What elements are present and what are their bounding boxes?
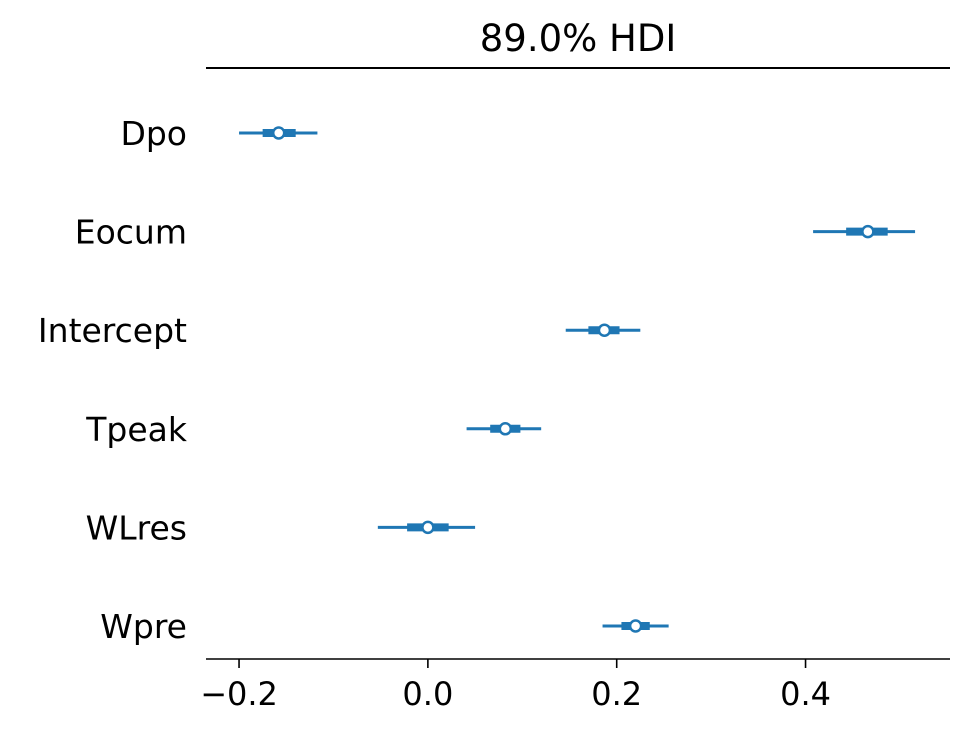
mean-point-marker (421, 520, 435, 535)
x-tick-label: 0.2 (591, 675, 642, 713)
variable-label: Eocum (75, 213, 187, 252)
x-tick-label: −0.2 (200, 675, 278, 713)
variable-label: Tpeak (85, 410, 188, 449)
mean-point-marker (271, 126, 286, 140)
mean-point-marker (498, 422, 513, 436)
forest-row-intercept: Intercept (38, 311, 641, 350)
mean-point-marker (628, 619, 643, 633)
x-tick-label: 0.0 (402, 675, 453, 713)
mean-point-marker (861, 224, 875, 239)
variable-label: Wpre (100, 607, 187, 646)
x-tick-label: 0.4 (780, 675, 831, 713)
variable-label: Intercept (38, 311, 187, 350)
variable-label: Dpo (120, 114, 187, 153)
chart-title: 89.0% HDI (480, 17, 677, 60)
forest-row-wlres: WLres (86, 508, 476, 547)
forest-row-wpre: Wpre (100, 607, 669, 646)
forest-row-tpeak: Tpeak (85, 410, 542, 449)
variable-label: WLres (86, 508, 187, 547)
mean-point-marker (597, 323, 612, 337)
forest-row-dpo: Dpo (120, 114, 318, 153)
forest-row-eocum: Eocum (75, 213, 916, 252)
